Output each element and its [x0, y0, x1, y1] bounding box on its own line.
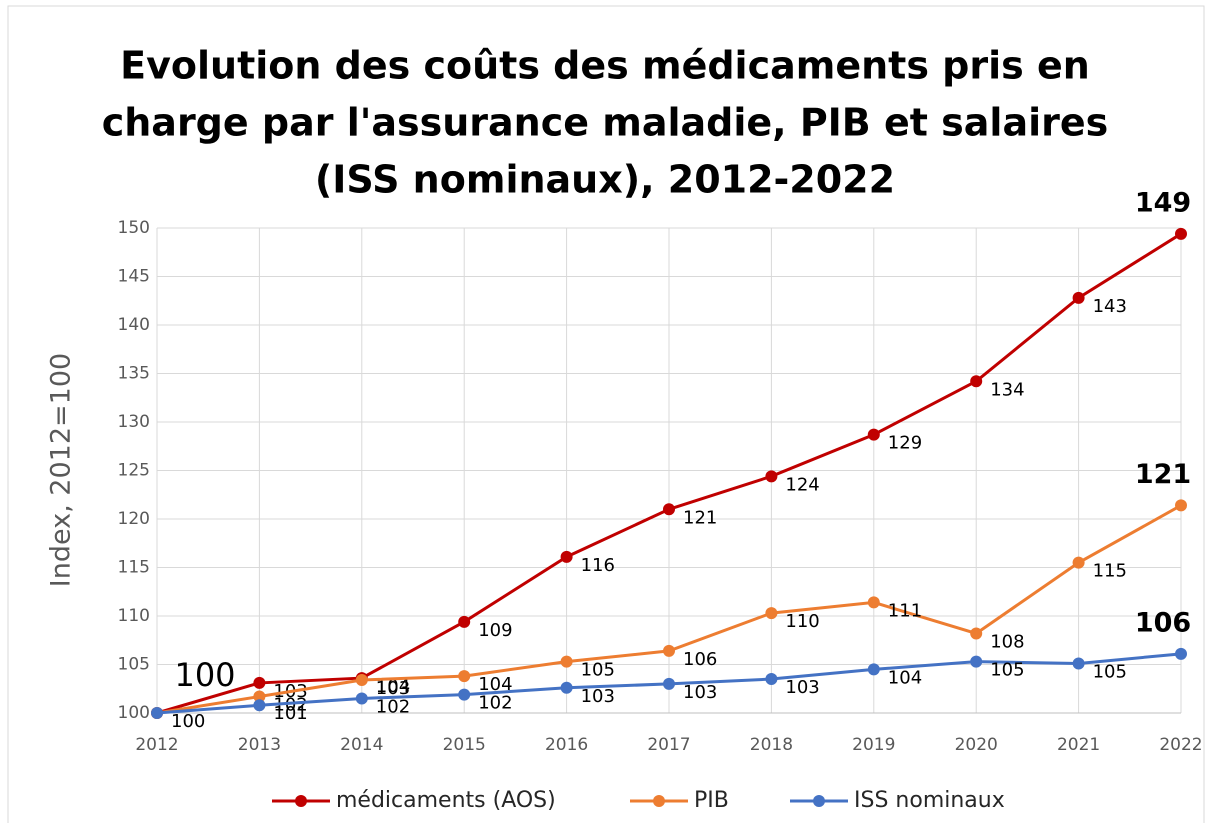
y-tick-label: 115 — [118, 558, 150, 578]
point — [663, 677, 675, 690]
x-tick-label: 2019 — [852, 735, 895, 755]
data-label: 108 — [990, 631, 1024, 652]
point — [1072, 556, 1085, 569]
x-tick-label: 2021 — [1057, 735, 1100, 755]
data-label: 104 — [888, 667, 922, 688]
point — [663, 644, 675, 657]
x-tick-label: 2015 — [443, 735, 486, 755]
data-label: 134 — [990, 379, 1024, 400]
data-label: 109 — [478, 620, 512, 641]
x-tick-label: 2017 — [647, 735, 690, 755]
x-tick-label: 2016 — [545, 735, 588, 755]
legend-label: PIB — [694, 788, 729, 813]
data-label: 102 — [478, 693, 512, 714]
y-axis-label: Index, 2012=100 — [46, 353, 77, 587]
point — [560, 681, 573, 694]
point — [458, 615, 471, 628]
y-tick-label: 105 — [118, 655, 150, 675]
data-label-end: 106 — [1135, 607, 1191, 638]
point — [867, 596, 880, 609]
data-label: 101 — [273, 703, 307, 724]
data-label: 100 — [171, 711, 205, 732]
point — [970, 627, 983, 640]
point — [1175, 499, 1187, 512]
point — [355, 674, 368, 687]
y-tick-label: 150 — [118, 218, 150, 238]
y-tick-label: 140 — [118, 315, 150, 335]
legend-marker — [813, 795, 825, 807]
point — [1175, 647, 1187, 660]
point — [253, 699, 266, 712]
y-tick-label: 110 — [118, 606, 150, 626]
data-label: 129 — [888, 433, 922, 454]
data-label: 116 — [581, 555, 615, 576]
point — [1072, 657, 1085, 670]
data-label: 103 — [683, 682, 717, 703]
point — [867, 428, 880, 441]
point — [253, 690, 266, 703]
data-label: 105 — [990, 660, 1024, 681]
x-tick-label: 2020 — [955, 735, 998, 755]
data-label: 103 — [376, 678, 410, 699]
point — [663, 503, 675, 516]
data-label: 102 — [273, 695, 307, 716]
data-label: 103 — [581, 686, 615, 707]
chart-title: charge par l'assurance maladie, PIB et s… — [102, 101, 1109, 145]
legend-label: ISS nominaux — [854, 788, 1005, 813]
point — [253, 676, 266, 689]
chart-frame — [7, 5, 1205, 827]
data-label: 104 — [478, 674, 512, 695]
point — [151, 707, 163, 719]
data-label-end: 149 — [1135, 187, 1191, 218]
y-tick-label: 130 — [118, 412, 150, 432]
data-label: 105 — [581, 660, 615, 681]
data-label: 102 — [376, 696, 410, 717]
point — [765, 607, 778, 620]
data-label: 115 — [1093, 561, 1127, 582]
point — [765, 470, 778, 483]
point — [867, 663, 880, 676]
x-tick-label: 2022 — [1159, 735, 1202, 755]
legend-marker — [295, 795, 307, 807]
data-label: 121 — [683, 507, 717, 528]
data-label-end: 121 — [1135, 459, 1191, 490]
x-tick-label: 2013 — [238, 735, 281, 755]
y-tick-label: 125 — [118, 461, 150, 481]
point — [970, 655, 983, 668]
data-label: 124 — [785, 474, 819, 495]
x-tick-label: 2014 — [340, 735, 383, 755]
y-tick-label: 135 — [118, 364, 150, 384]
chart-title: (ISS nominaux), 2012-2022 — [315, 158, 895, 202]
x-tick-label: 2012 — [135, 735, 178, 755]
chart-title: Evolution des coûts des médicaments pris… — [120, 44, 1090, 88]
point — [458, 688, 471, 701]
y-tick-label: 100 — [118, 703, 150, 723]
data-label: 103 — [785, 677, 819, 698]
data-label: 106 — [683, 649, 717, 670]
legend-label: médicaments (AOS) — [336, 788, 556, 813]
x-tick-label: 2018 — [750, 735, 793, 755]
y-tick-label: 120 — [118, 509, 150, 529]
point — [458, 670, 471, 683]
legend-marker — [653, 795, 665, 807]
point — [1175, 227, 1187, 240]
data-label: 143 — [1093, 296, 1127, 317]
data-label: 105 — [1093, 662, 1127, 683]
data-label-start: 100 — [174, 656, 235, 694]
data-label: 111 — [888, 600, 922, 621]
point — [560, 655, 573, 668]
point — [765, 673, 778, 686]
point — [1072, 291, 1085, 304]
data-label: 104 — [376, 676, 410, 697]
y-tick-label: 145 — [118, 267, 150, 287]
point — [560, 550, 573, 563]
data-label: 110 — [785, 611, 819, 632]
point — [970, 375, 983, 388]
point — [355, 692, 368, 705]
